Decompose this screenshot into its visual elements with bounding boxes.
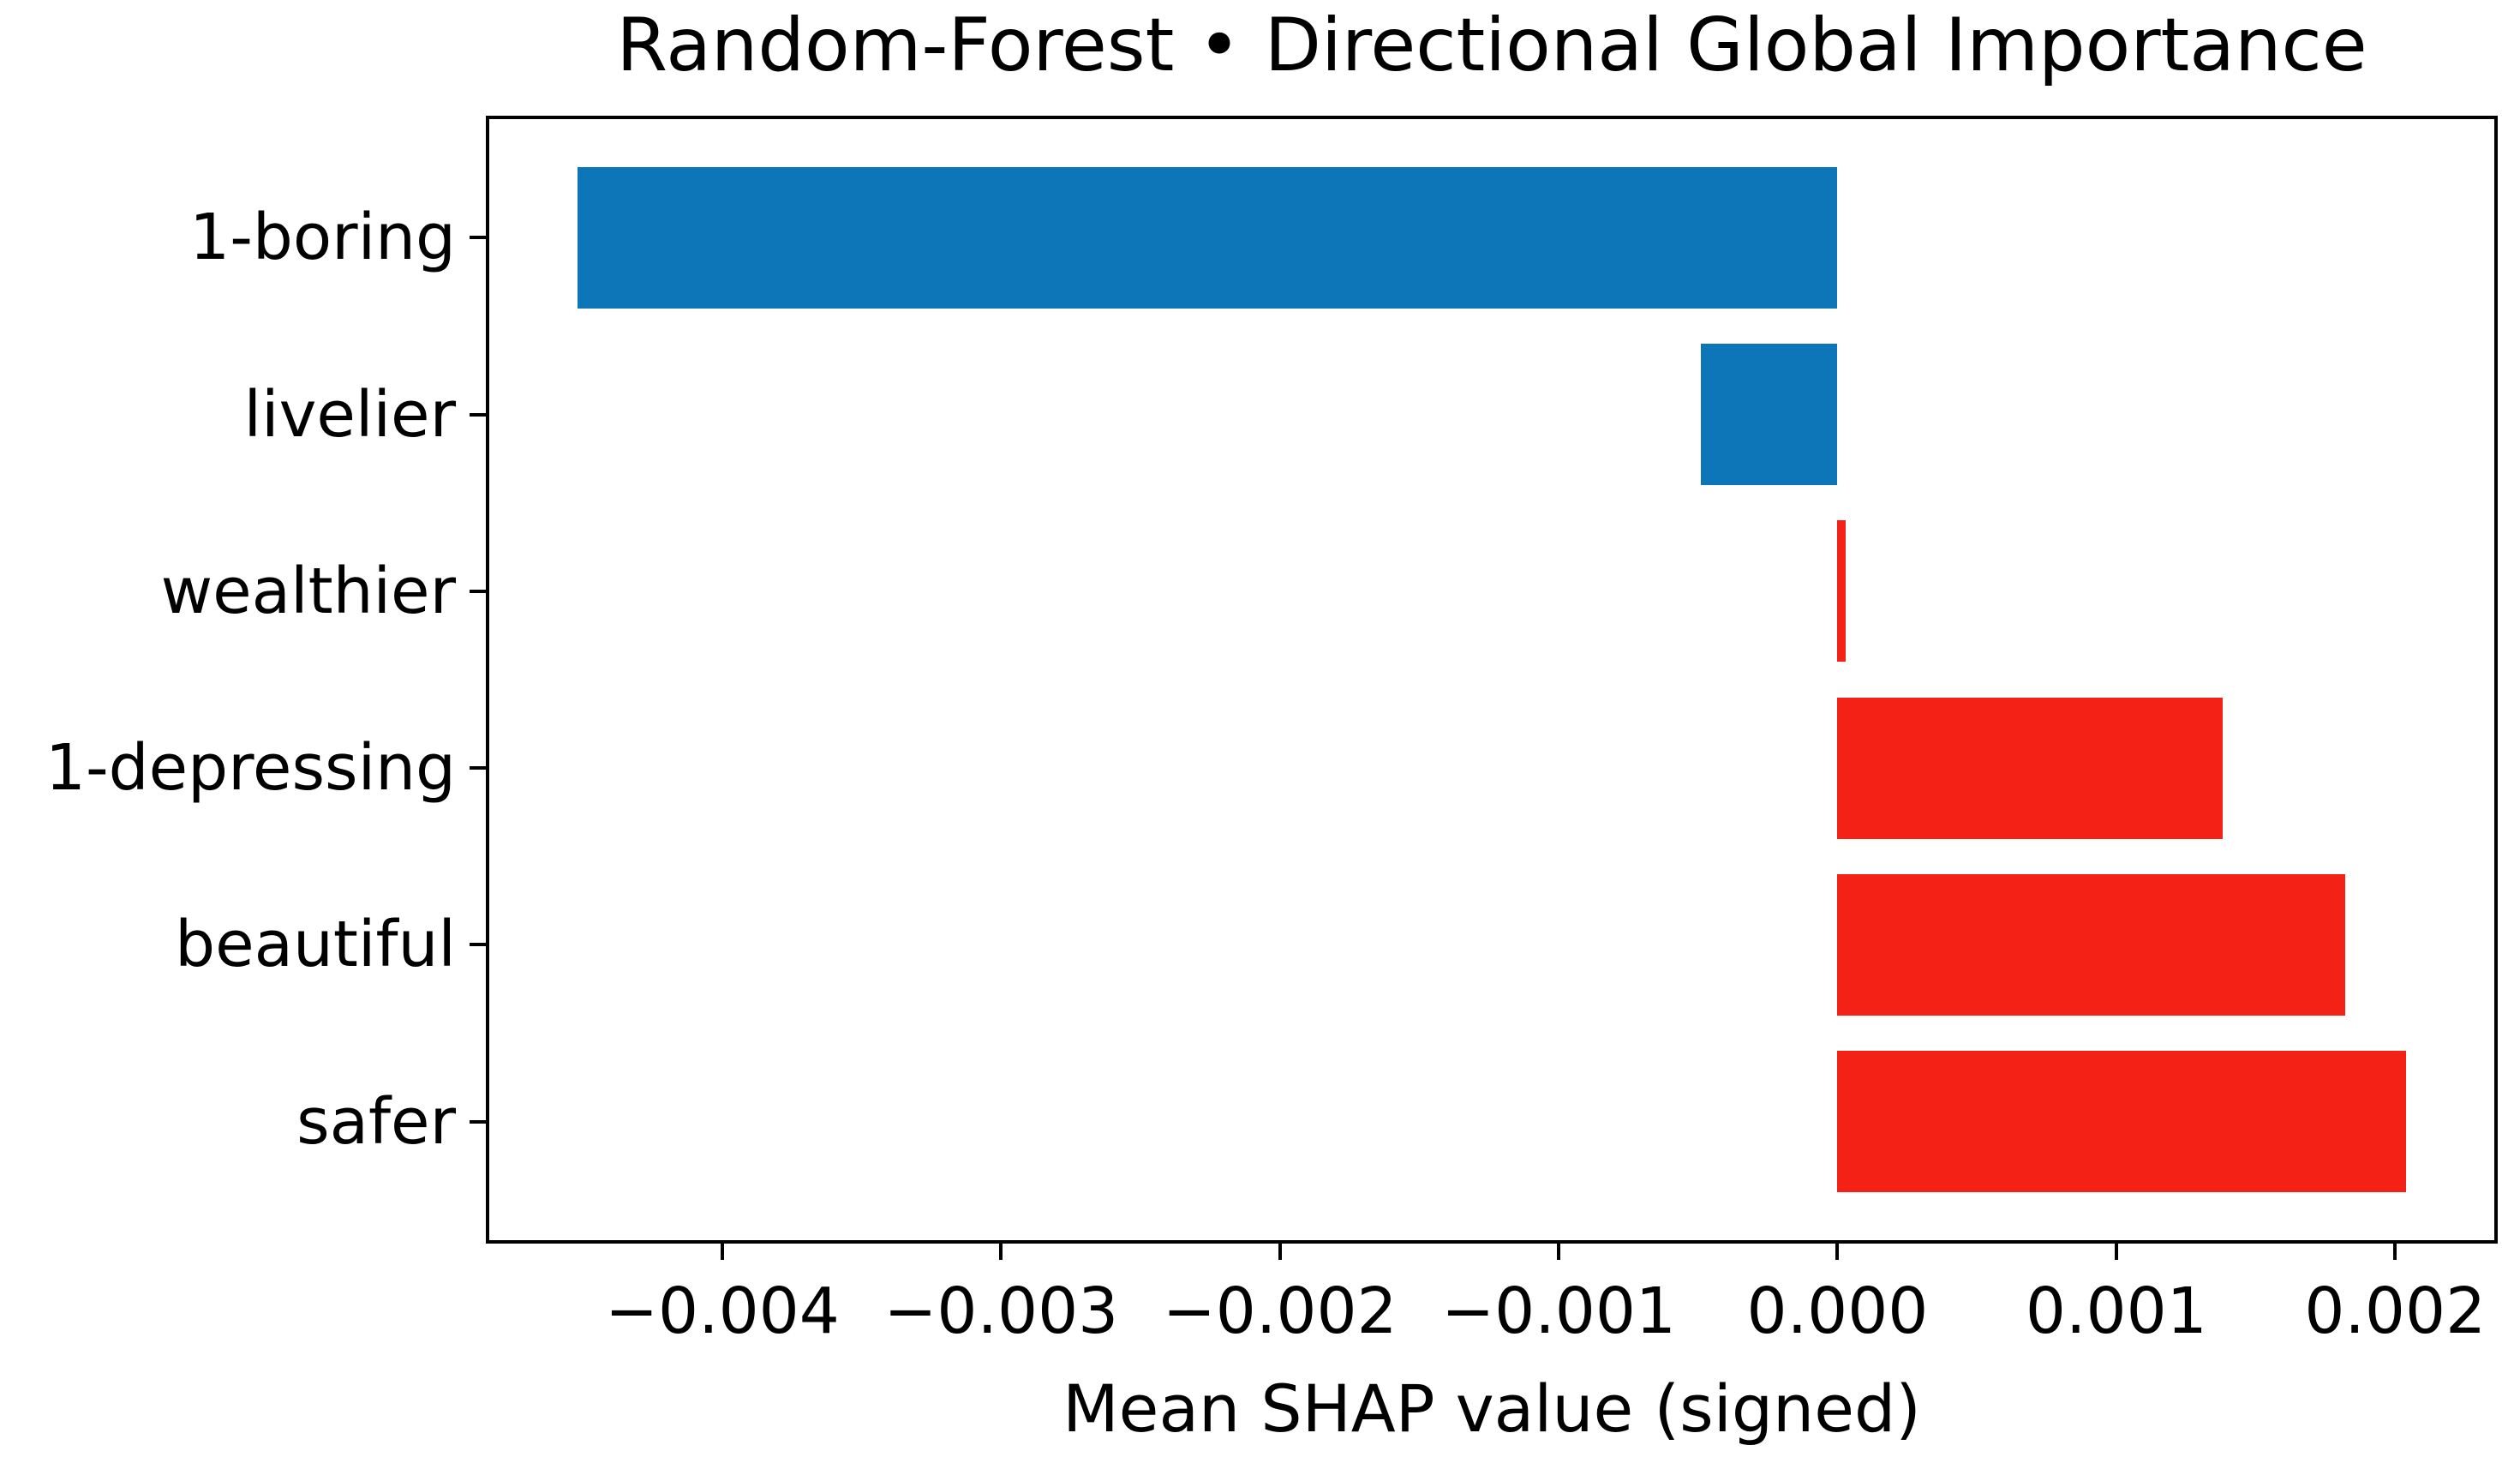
y-tick-1-depressing xyxy=(470,766,486,770)
y-tick-livelier xyxy=(470,412,486,417)
y-tick-1-boring xyxy=(470,236,486,240)
bar-wealthier xyxy=(1837,520,1847,663)
x-axis-label: Mean SHAP value (signed) xyxy=(1062,1370,1921,1447)
y-tick-label-beautiful: beautiful xyxy=(175,908,456,982)
x-tick-5 xyxy=(2114,1244,2118,1260)
y-tick-label-1-boring: 1-boring xyxy=(189,201,456,275)
y-tick-label-livelier: livelier xyxy=(243,377,456,452)
x-tick-label-4: 0.000 xyxy=(1746,1274,1929,1348)
x-tick-2 xyxy=(1278,1244,1282,1260)
y-tick-label-safer: safer xyxy=(296,1084,456,1159)
x-tick-label-1: −0.003 xyxy=(883,1274,1119,1348)
y-tick-beautiful xyxy=(470,943,486,947)
bar-livelier xyxy=(1701,344,1838,486)
y-tick-label-wealthier: wealthier xyxy=(160,554,456,628)
y-tick-wealthier xyxy=(470,589,486,593)
x-tick-4 xyxy=(1835,1244,1840,1260)
chart-title: Random-Forest • Directional Global Impor… xyxy=(616,3,2367,88)
bar-1-boring xyxy=(577,166,1838,309)
x-tick-6 xyxy=(2393,1244,2397,1260)
x-tick-label-5: 0.001 xyxy=(2025,1274,2207,1348)
x-tick-0 xyxy=(720,1244,724,1260)
x-tick-label-3: −0.001 xyxy=(1441,1274,1677,1348)
y-tick-label-1-depressing: 1-depressing xyxy=(45,731,456,806)
x-tick-label-6: 0.002 xyxy=(2304,1274,2487,1348)
bar-safer xyxy=(1837,1051,2407,1193)
x-tick-3 xyxy=(1557,1244,1561,1260)
bar-1-depressing xyxy=(1837,697,2223,839)
x-tick-label-0: −0.004 xyxy=(604,1274,840,1348)
x-tick-label-2: −0.002 xyxy=(1162,1274,1398,1348)
y-tick-safer xyxy=(470,1119,486,1124)
x-tick-1 xyxy=(999,1244,1003,1260)
bar-beautiful xyxy=(1837,873,2345,1016)
